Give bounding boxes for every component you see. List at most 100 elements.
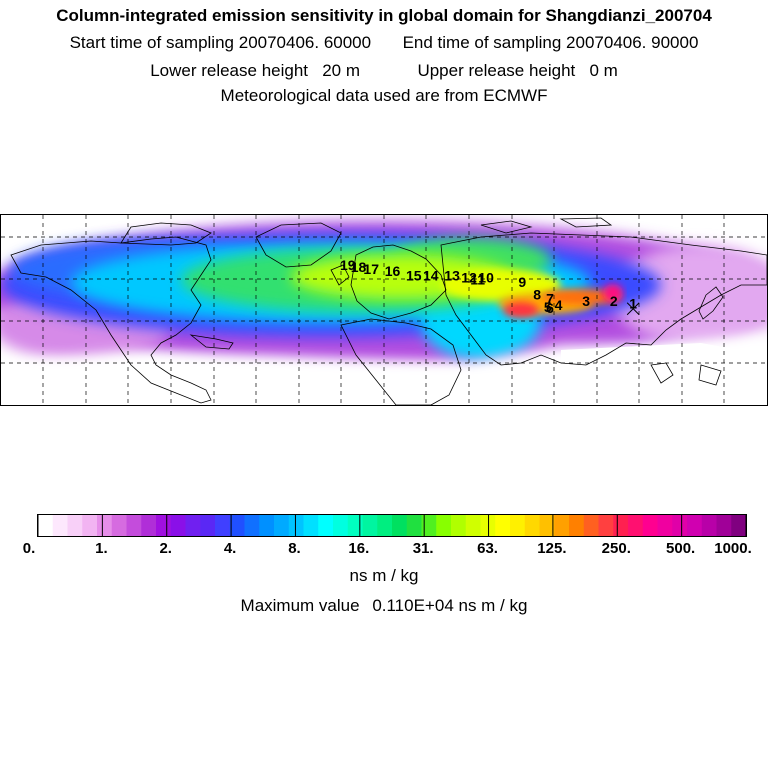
lower-height-value: 20 m — [322, 61, 360, 80]
colorbar-swatch — [288, 515, 305, 536]
trajectory-label: 5 — [544, 299, 552, 315]
colorbar-swatch — [421, 515, 437, 536]
colorbar-label: 2. — [159, 540, 172, 557]
trajectory-label: 2 — [610, 293, 618, 309]
colorbar-swatch — [82, 515, 98, 536]
colorbar-swatch — [347, 515, 364, 536]
colorbar-swatch — [524, 515, 541, 536]
upper-height-value: 0 m — [589, 61, 618, 80]
receptor-marker — [626, 302, 640, 316]
release-height-line: Lower release height 20 m Upper release … — [0, 61, 768, 81]
colorbar-swatch — [185, 515, 201, 536]
colorbar-swatch — [126, 515, 142, 536]
trajectory-label: 18 — [351, 259, 367, 275]
colorbar-swatch — [392, 515, 408, 536]
colorbar-swatch — [628, 515, 644, 536]
maximum-value-line: Maximum value 0.110E+04 ns m / kg — [0, 596, 768, 616]
trajectory-label: 10 — [478, 270, 494, 286]
colorbar-swatch — [436, 515, 452, 536]
colorbar-swatch — [97, 515, 113, 536]
met-data-line: Meteorological data used are from ECMWF — [220, 86, 548, 105]
colorbar-swatch — [244, 515, 260, 536]
colorbar-swatch — [657, 515, 673, 536]
colorbar-label: 1. — [95, 540, 108, 557]
colorbar-swatch — [67, 515, 83, 536]
coastlines — [10, 217, 767, 405]
colorbar-swatch — [510, 515, 526, 536]
colorbar-swatch — [465, 515, 482, 536]
end-time-value: 20070406. 90000 — [566, 33, 699, 52]
trajectory-label: 8 — [533, 286, 541, 302]
colorbar-label: 0. — [22, 540, 36, 557]
colorbar-swatch — [170, 515, 187, 536]
emission-sensitivity-map: 1 2 3 4 5 6 7 8 9 10 11 12 13 14 15 16 17 18 19 — [0, 214, 768, 406]
colorbar-swatch — [377, 515, 393, 536]
maximum-value-label: Maximum value — [240, 596, 360, 615]
colorbar-swatch — [701, 515, 718, 536]
colorbar-swatch — [495, 515, 511, 536]
colorbar-swatch — [200, 515, 216, 536]
trajectory-label: 19 — [340, 257, 356, 273]
colorbar-swatches — [38, 515, 746, 536]
colorbar-swatch — [539, 515, 555, 536]
trajectory-label: 17 — [363, 261, 379, 277]
colorbar-label: 125. — [537, 540, 567, 557]
colorbar-swatch — [274, 515, 290, 536]
trajectory-label: 9 — [518, 274, 526, 290]
colorbar-swatch — [598, 515, 614, 536]
trajectory-label: 4 — [555, 297, 563, 313]
colorbar-label: 1000. — [714, 540, 752, 557]
colorbar-swatch — [406, 515, 423, 536]
colorbar-swatch — [318, 515, 334, 536]
colorbar-label: 4. — [223, 540, 237, 557]
colorbar-label: 31. — [412, 540, 434, 557]
colorbar-swatch — [731, 515, 746, 536]
colorbar-swatch — [583, 515, 600, 536]
colorbar-label: 63. — [477, 540, 498, 557]
start-time-value: 20070406. 60000 — [238, 33, 372, 52]
colorbar-swatch — [554, 515, 570, 536]
colorbar-swatch — [259, 515, 275, 536]
colorbar-swatch — [569, 515, 585, 536]
trajectory-label: 15 — [406, 267, 422, 283]
colorbar-label: 8. — [288, 540, 301, 557]
trajectory-label: 1 — [629, 296, 637, 312]
trajectory-label: 3 — [582, 293, 590, 309]
colorbar-swatch — [303, 515, 319, 536]
colorbar-label: 250. — [601, 540, 631, 557]
colorbar-label: 500. — [666, 540, 696, 557]
colorbar-swatch — [687, 515, 703, 536]
colorbar-swatch — [642, 515, 659, 536]
trajectory-label: 7 — [546, 291, 554, 307]
colorbar-unit: ns m / kg — [349, 566, 419, 585]
colorbar-swatch — [156, 515, 172, 536]
colorbar-swatch — [333, 515, 349, 536]
trajectory-label: 11 — [470, 272, 485, 288]
lower-height-label: Lower release height — [150, 61, 309, 80]
colorbar-swatch — [716, 515, 732, 536]
colorbar-swatch — [672, 515, 688, 536]
maximum-value: 0.110E+04 ns m / kg — [372, 596, 528, 615]
colorbar-swatch — [362, 515, 378, 536]
trajectory-label: 16 — [385, 263, 401, 279]
plot-title: Column-integrated emission sensitivity i… — [56, 6, 712, 25]
start-time-label: Start time of sampling — [69, 33, 234, 52]
colorbar-swatch — [141, 515, 157, 536]
colorbar-swatch — [111, 515, 128, 536]
colorbar-swatch — [613, 515, 629, 536]
sampling-time-line: Start time of sampling 20070406. 60000 E… — [0, 33, 768, 53]
colorbar — [37, 514, 747, 537]
trajectory-label: 13 — [444, 267, 460, 283]
trajectory-label: 14 — [423, 267, 439, 283]
colorbar-label: 16. — [348, 540, 370, 557]
colorbar-labels: 0. 1. 2. 4. 8. 16. 31. 63. 125. 250. 500. 1000. — [0, 540, 768, 560]
colorbar-swatch — [229, 515, 246, 536]
upper-height-label: Upper release height — [417, 61, 576, 80]
trajectory-label: 6 — [546, 300, 554, 316]
colorbar-swatch — [215, 515, 231, 536]
colorbar-swatch — [38, 515, 54, 536]
colorbar-swatch — [451, 515, 467, 536]
trajectory-label: 12 — [461, 270, 477, 286]
